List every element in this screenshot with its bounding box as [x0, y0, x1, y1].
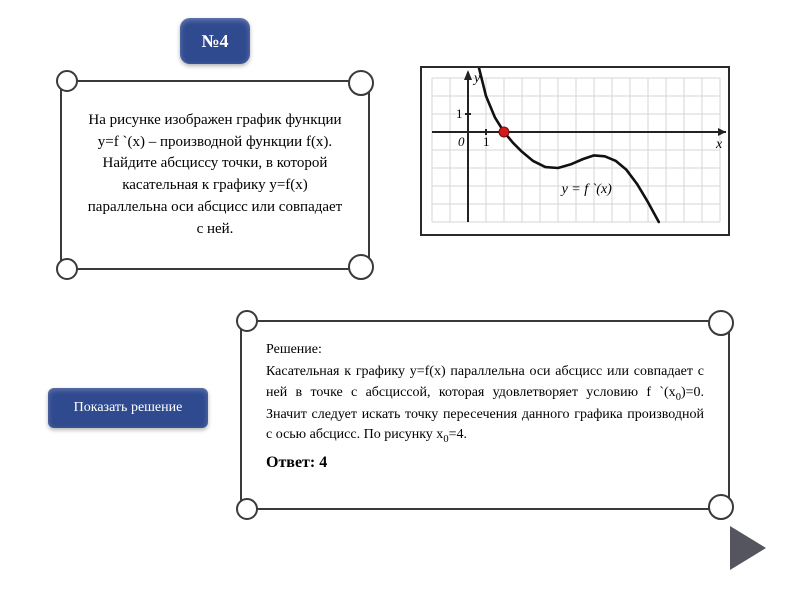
solution-title: Решение:: [266, 340, 704, 360]
problem-number-label: №4: [201, 31, 228, 52]
solution-body: Касательная к графику y=f(x) параллельна…: [266, 362, 704, 447]
solution-scroll: Решение: Касательная к графику y=f(x) па…: [240, 320, 730, 510]
svg-text:1: 1: [456, 106, 463, 121]
show-solution-label: Показать решение: [74, 400, 183, 416]
solution-answer: Ответ: 4: [266, 451, 704, 474]
svg-text:x: x: [715, 137, 723, 152]
problem-scroll: На рисунке изображен график функции y=f …: [60, 80, 370, 270]
show-solution-button[interactable]: Показать решение: [48, 388, 208, 428]
next-slide-button[interactable]: [730, 526, 766, 570]
problem-number-badge: №4: [180, 18, 250, 64]
problem-text: На рисунке изображен график функции y=f …: [86, 110, 344, 241]
svg-text:0: 0: [458, 134, 465, 149]
svg-text:1: 1: [483, 134, 490, 149]
svg-text:y = f `(x): y = f `(x): [560, 182, 613, 197]
derivative-graph: 011yxy = f `(x): [420, 66, 730, 236]
